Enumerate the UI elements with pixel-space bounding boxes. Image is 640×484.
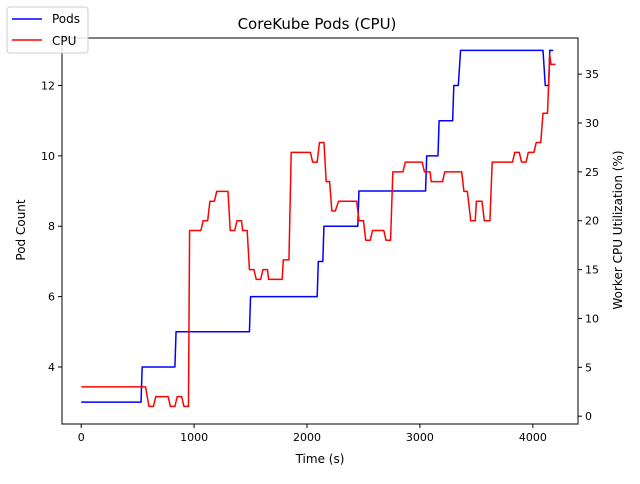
x-axis-label: Time (s)	[295, 452, 345, 466]
bottom-axis: 0 1000 2000 3000 4000	[78, 424, 547, 444]
left-axis: 4 6 8 10 12	[41, 80, 62, 374]
y-right-tick-label: 15	[585, 264, 599, 277]
right-axis: 0 5 10 15 20 25 30 35	[578, 68, 599, 423]
y-right-tick-label: 20	[585, 215, 599, 228]
y-left-tick-label: 6	[48, 291, 55, 304]
y-left-tick-label: 10	[41, 150, 55, 163]
y-axis-label-right: Worker CPU Utilization (%)	[611, 150, 625, 309]
legend-label-pods: Pods	[52, 12, 80, 26]
y-axis-label-left: Pod Count	[14, 199, 28, 261]
legend-label-cpu: CPU	[52, 34, 76, 48]
y-left-tick-label: 4	[48, 361, 55, 374]
y-right-tick-label: 35	[585, 68, 599, 81]
y-right-tick-label: 0	[585, 410, 592, 423]
y-right-tick-label: 10	[585, 312, 599, 325]
x-tick-label: 4000	[519, 431, 547, 444]
y-right-tick-label: 25	[585, 166, 599, 179]
chart-title: CoreKube Pods (CPU)	[238, 15, 397, 33]
y-left-tick-label: 12	[41, 80, 55, 93]
plot-lines	[81, 49, 556, 408]
series-line-cpu	[81, 53, 556, 408]
y-right-tick-label: 5	[585, 361, 592, 374]
x-tick-label: 1000	[180, 431, 208, 444]
x-tick-label: 3000	[406, 431, 434, 444]
y-left-tick-label: 8	[48, 220, 55, 233]
legend: Pods CPU	[6, 6, 89, 54]
x-tick-label: 0	[78, 431, 85, 444]
y-right-tick-label: 30	[585, 117, 599, 130]
plot-frame	[61, 37, 579, 425]
x-tick-label: 2000	[293, 431, 321, 444]
